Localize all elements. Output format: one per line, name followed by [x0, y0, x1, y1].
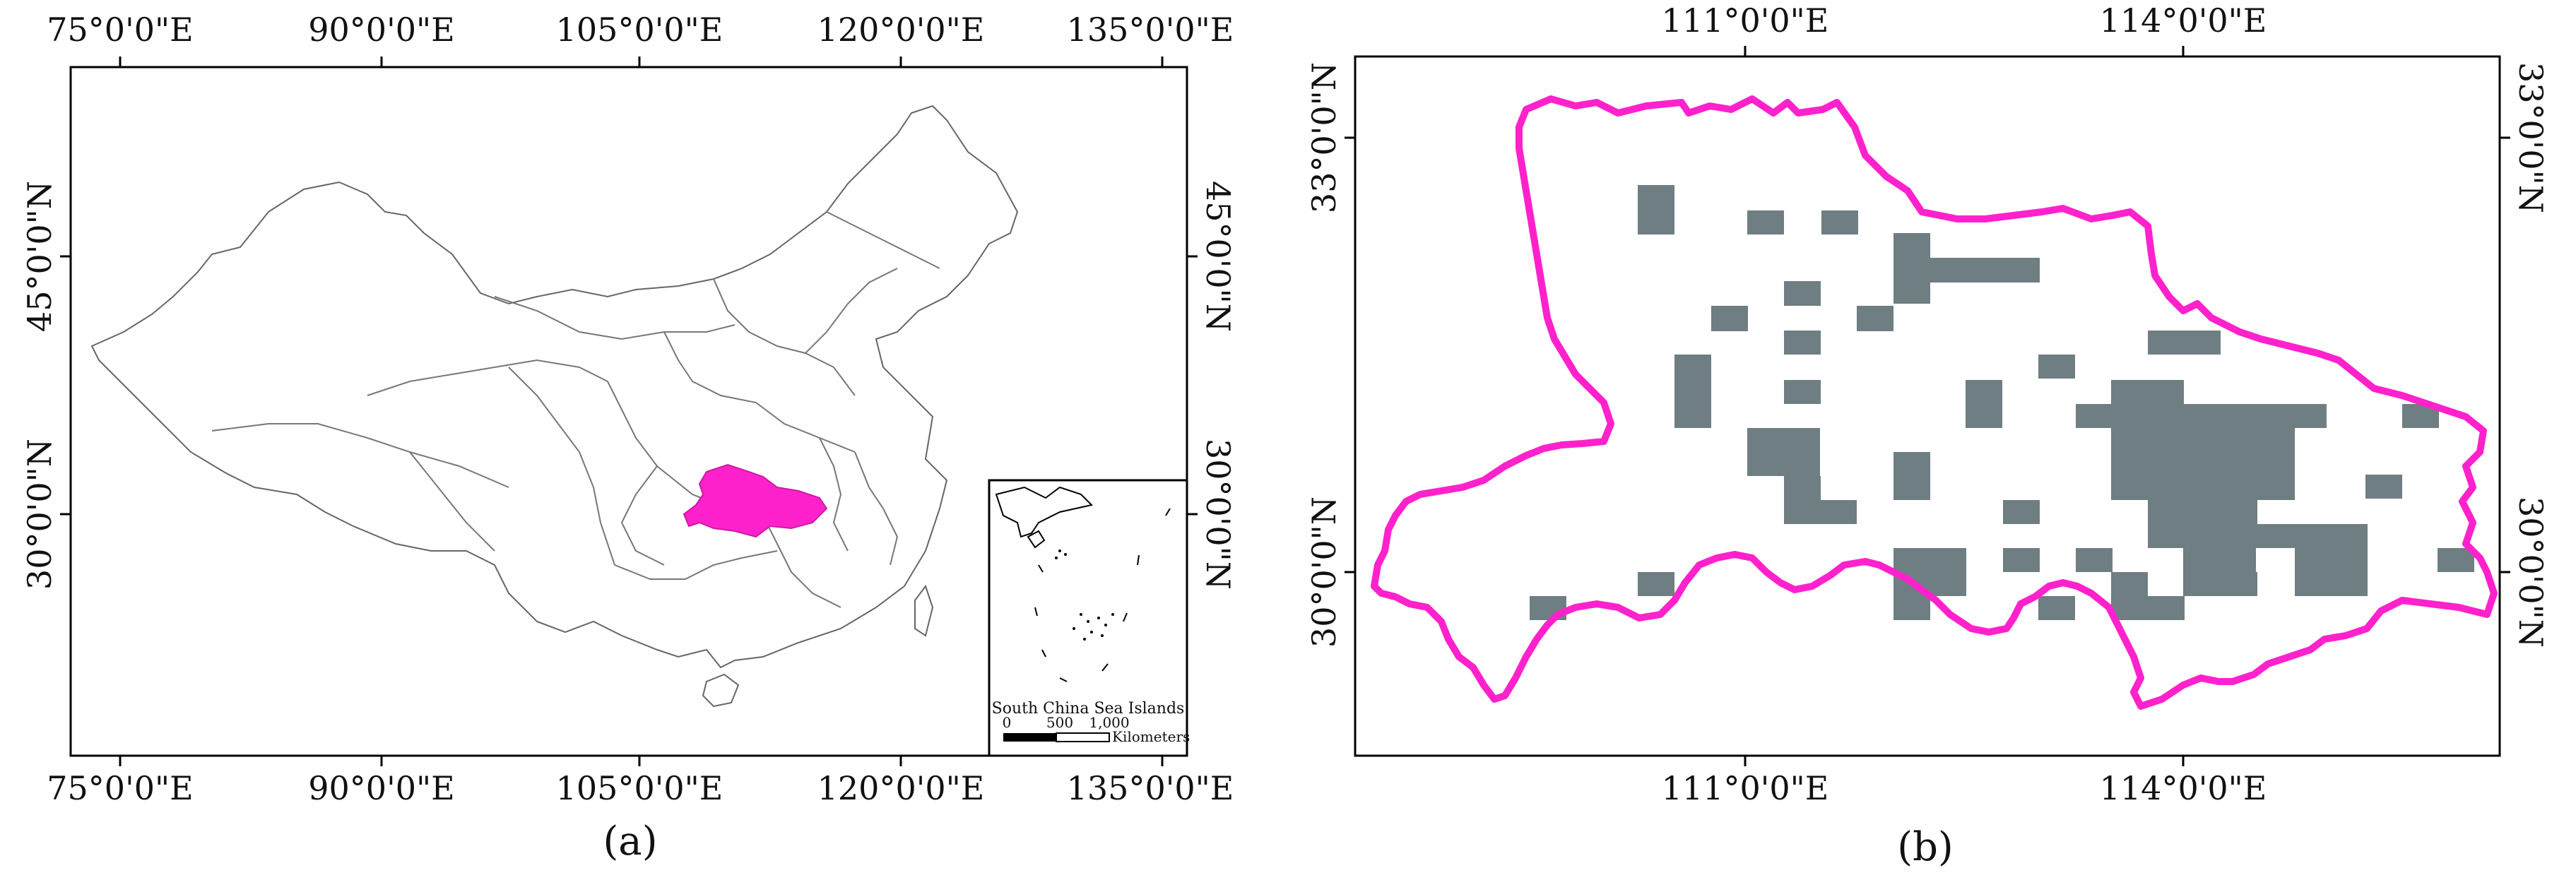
a-bottom-lon-label-4: 120°0'0"E [817, 769, 985, 807]
inset-frame [988, 479, 1188, 757]
b-right-lat-label-30: 30°0'0"N [2512, 496, 2550, 648]
a-top-lon-label-5: 135°0'0"E [1067, 11, 1234, 49]
a-top-lon-label-3: 105°0'0"E [556, 11, 723, 49]
a-right-lat-label-45: 45°0'0"N [1199, 181, 1237, 332]
taiwan-island [914, 584, 934, 637]
a-right-lat-label-30: 30°0'0"N [1199, 439, 1237, 590]
b-top-lon-label-114: 114°0'0"E [2100, 1, 2267, 40]
inset-islands [1055, 549, 1114, 641]
b-bottom-lon-label-114: 114°0'0"E [2100, 769, 2267, 807]
inset-scale-unit: Kilometers [1112, 728, 1190, 745]
b-left-lat-label-33: 33°0'0"N [1305, 62, 1343, 213]
hainan-island [702, 673, 740, 708]
inset-scale-1000: 1,000 [1089, 714, 1129, 731]
a-top-lon-label-4: 120°0'0"E [817, 11, 985, 49]
inset-nine-dash-line [1034, 508, 1171, 682]
a-top-lon-label-1: 75°0'0"E [47, 11, 193, 49]
panel-a-caption: (a) [603, 819, 657, 864]
a-top-lon-label-2: 90°0'0"E [308, 11, 454, 49]
inset-scale-bar-black [1003, 733, 1056, 742]
b-left-lat-label-30: 30°0'0"N [1305, 496, 1343, 648]
b-right-lat-label-33: 33°0'0"N [2512, 62, 2550, 213]
inset-scale-0: 0 [1003, 714, 1012, 731]
a-bottom-lon-label-2: 90°0'0"E [308, 769, 454, 807]
a-left-lat-label-45: 45°0'0"N [20, 181, 59, 332]
inset-scale-500: 500 [1046, 714, 1073, 731]
inset-coastline [995, 486, 1093, 538]
panel-b-caption: (b) [1897, 824, 1954, 870]
b-bottom-lon-label-111: 111°0'0"E [1662, 769, 1829, 807]
a-bottom-lon-label-5: 135°0'0"E [1067, 769, 1234, 807]
panel-b-frame [1354, 55, 2501, 757]
inset-title: South China Sea Islands [992, 700, 1185, 718]
panel-a-lon-tick-marks [60, 57, 1198, 766]
south-china-sea-inset: South China Sea Islands 0 500 1,000 Kilo… [988, 479, 1190, 757]
china-outline [90, 105, 1019, 669]
a-left-lat-label-30: 30°0'0"N [20, 439, 59, 590]
panel-b-tick-marks [1345, 46, 2510, 766]
inset-hainan [1027, 530, 1046, 549]
hubei-highlight [683, 463, 828, 538]
panel-b: 111°0'0"E 114°0'0"E 111°0'0"E 114°0'0"E … [1305, 1, 2550, 870]
panel-a: 75°0'0"E 90°0'0"E 105°0'0"E 120°0'0"E 13… [20, 11, 1237, 864]
province-boundaries [211, 211, 940, 608]
a-bottom-lon-label-1: 75°0'0"E [47, 769, 193, 807]
b-top-lon-label-111: 111°0'0"E [1662, 1, 1829, 40]
a-bottom-lon-label-3: 105°0'0"E [556, 769, 723, 807]
panel-a-frame [69, 66, 1188, 757]
inset-scale-bar-white [1056, 732, 1110, 742]
hubei-boundary [1371, 95, 2498, 710]
imagery-tiles [1530, 185, 2474, 620]
